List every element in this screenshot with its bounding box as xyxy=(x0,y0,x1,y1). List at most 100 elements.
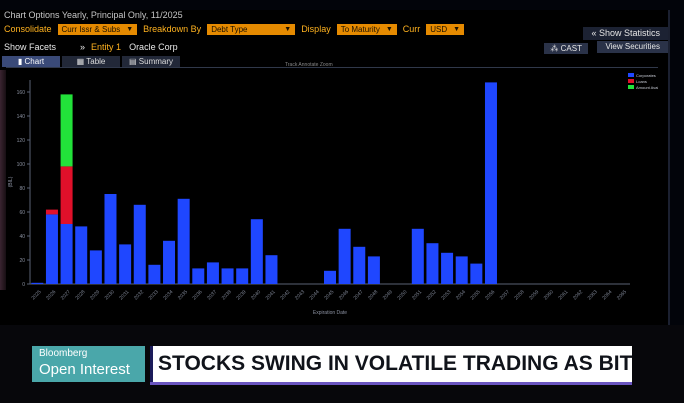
chart-icon: ▮ xyxy=(17,57,23,66)
bar-corporates xyxy=(484,82,497,285)
show-facets-button[interactable]: Show Facets xyxy=(4,42,57,52)
bar-loans xyxy=(45,209,58,215)
x-tick-label: 2064 xyxy=(601,289,613,301)
tab-chart-label: Chart xyxy=(24,57,45,66)
x-tick-label: 2025 xyxy=(31,289,43,301)
table-icon: ▦ xyxy=(76,57,85,66)
tab-chart[interactable]: ▮ Chart xyxy=(2,56,60,67)
y-tick-label: 60 xyxy=(19,210,25,216)
x-tick-label: 2060 xyxy=(543,289,555,301)
breakdown-value: Debt Type xyxy=(211,24,248,34)
x-tick-label: 2059 xyxy=(528,289,540,301)
view-tabs: ▮ Chart ▦ Table ▤ Summary xyxy=(2,56,180,67)
legend-label: Loans xyxy=(636,79,647,84)
chevron-down-icon: ▼ xyxy=(126,25,134,33)
x-tick-label: 2044 xyxy=(309,289,321,301)
bar-corporates xyxy=(324,270,336,284)
chart-area: 0 20 40 60 80 100 120 140 160 (BIL) 2025 2026 2027 20… xyxy=(6,67,668,318)
consolidate-value: Curr Issr & Subs xyxy=(61,24,121,34)
legend-swatch xyxy=(628,79,634,83)
bar-corporates xyxy=(45,214,58,284)
monitor-edge-glow xyxy=(0,70,10,290)
x-tick-label: 2048 xyxy=(367,289,379,301)
x-tick-label: 2054 xyxy=(455,289,467,301)
breakdown-dropdown[interactable]: Debt Type ▼ xyxy=(207,23,296,35)
cast-label: CAST xyxy=(560,44,582,53)
bar-corporates xyxy=(75,226,88,284)
x-tick-label: 2035 xyxy=(177,289,189,301)
display-value: To Maturity xyxy=(340,24,380,34)
entity-label: Entity 1 xyxy=(91,42,122,52)
legend-swatch xyxy=(628,85,634,89)
x-tick-label: 2031 xyxy=(118,289,130,301)
entity-value[interactable]: Oracle Corp xyxy=(129,42,178,52)
cast-icon: ⁂ xyxy=(550,44,559,53)
settings-row: Consolidate Curr Issr & Subs ▼ Breakdown … xyxy=(4,22,664,36)
currency-value: USD xyxy=(430,24,448,34)
bar-corporates xyxy=(206,262,219,284)
y-tick-label: 40 xyxy=(19,234,25,240)
bar-corporates xyxy=(411,228,424,284)
x-tick-label: 2039 xyxy=(235,289,247,301)
bar-corporates xyxy=(441,252,454,284)
brand-line1: Bloomberg xyxy=(39,348,88,359)
x-tick-label: 2030 xyxy=(104,289,116,301)
y-axis-label: (BIL) xyxy=(8,176,14,187)
chevron-down-icon: ▼ xyxy=(385,25,393,33)
bar-corporates xyxy=(192,268,205,284)
x-tick-label: 2061 xyxy=(557,289,569,301)
bar-corporates xyxy=(367,256,380,284)
x-tick-label: 2046 xyxy=(338,289,350,301)
view-securities-button[interactable]: View Securities xyxy=(597,41,668,53)
tab-table-label: Table xyxy=(86,57,106,66)
cast-button[interactable]: ⁂ CAST xyxy=(544,43,588,54)
x-tick-label: 2026 xyxy=(45,289,57,301)
tab-summary[interactable]: ▤ Summary xyxy=(122,56,180,67)
chevron-down-icon: ▼ xyxy=(453,25,461,33)
legend-label: Amount Available xyxy=(636,85,658,90)
bar-corporates xyxy=(89,250,102,284)
program-brand: Bloomberg Open Interest xyxy=(32,346,145,382)
legend-label: Corporates xyxy=(636,73,656,78)
bar-corporates xyxy=(177,198,190,284)
show-statistics-button[interactable]: « Show Statistics xyxy=(583,27,668,40)
curr-label: Curr xyxy=(402,24,421,34)
y-tick-label: 80 xyxy=(19,186,25,192)
x-tick-label: 2036 xyxy=(192,289,204,301)
tab-summary-label: Summary xyxy=(138,57,174,66)
x-tick-label: 2050 xyxy=(396,289,408,301)
bar-corporates xyxy=(148,264,161,284)
bar-corporates xyxy=(221,268,234,284)
x-tick-label: 2040 xyxy=(250,289,262,301)
x-tick-label: 2062 xyxy=(572,289,584,301)
chevron-down-icon: ▼ xyxy=(284,25,292,33)
x-tick-label: 2065 xyxy=(616,289,628,301)
consolidate-label: Consolidate xyxy=(4,24,52,34)
bar-amount-available xyxy=(60,94,73,167)
chart-options-row: Chart Options Yearly, Principal Only, 11… xyxy=(4,10,183,20)
y-tick-label: 120 xyxy=(17,138,26,144)
bar-corporates xyxy=(133,204,146,284)
tab-table[interactable]: ▦ Table xyxy=(62,56,120,67)
x-tick-label: 2032 xyxy=(133,289,145,301)
x-tick-label: 2027 xyxy=(60,289,72,301)
x-tick-label: 2058 xyxy=(513,289,525,301)
brand-line2: Open Interest xyxy=(39,361,130,378)
x-tick-label: 2033 xyxy=(148,289,160,301)
y-tick-label: 160 xyxy=(17,90,26,96)
breakdown-label: Breakdown By xyxy=(143,24,202,34)
x-tick-label: 2029 xyxy=(89,289,101,301)
x-tick-label: 2056 xyxy=(484,289,496,301)
y-tick-label: 20 xyxy=(19,258,25,264)
chart-mini-toolbar[interactable]: Track Annotate Zoom xyxy=(285,62,333,68)
currency-dropdown[interactable]: USD ▼ xyxy=(426,23,465,35)
x-axis-label: Expiration Date xyxy=(313,310,347,316)
x-tick-label: 2038 xyxy=(221,289,233,301)
consolidate-dropdown[interactable]: Curr Issr & Subs ▼ xyxy=(57,23,138,35)
bar-corporates xyxy=(104,194,117,284)
display-dropdown[interactable]: To Maturity ▼ xyxy=(336,23,397,35)
x-tick-label: 2049 xyxy=(382,289,394,301)
x-tick-label: 2037 xyxy=(206,289,218,301)
display-label: Display xyxy=(301,24,331,34)
